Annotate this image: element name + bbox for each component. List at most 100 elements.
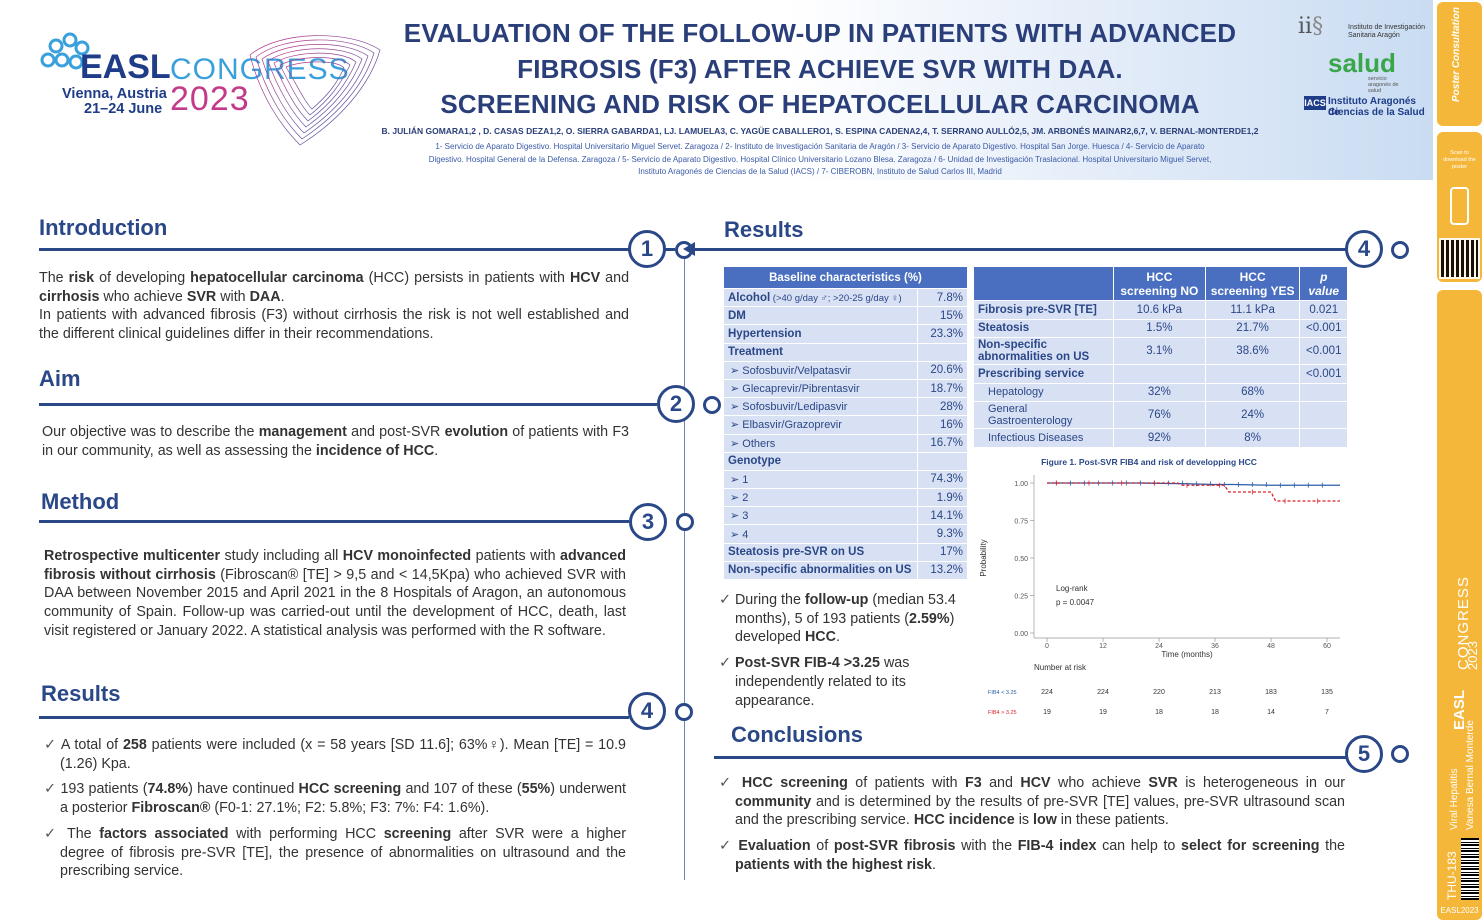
salud-subtext: servicio aragonés de salud — [1368, 76, 1399, 94]
cell-text: Genotype — [728, 455, 782, 468]
x-tick-label: 60 — [1323, 643, 1331, 650]
text: and is determined by the results of pre-… — [735, 793, 1345, 829]
column-divider — [684, 250, 685, 880]
text: who achieve — [99, 288, 187, 305]
iacs-mark: IACS — [1304, 96, 1326, 110]
table-cell-label: ➢ Others — [723, 433, 918, 453]
text: (Fibroscan® [TE] > 9,5 and < 14,5Kpa) wh… — [44, 566, 626, 639]
affiliation-line2: Digestivo. Hospital General de la Defens… — [428, 154, 1212, 164]
text: is — [1014, 812, 1033, 829]
text: Our objective was to describe the — [42, 424, 259, 440]
results-bullet-list: A total of 258 patients were included (x… — [44, 736, 626, 888]
section-ring-icon — [675, 703, 693, 721]
text: . — [434, 442, 439, 459]
text: The — [67, 825, 100, 842]
cell-text: Alcohol — [728, 291, 771, 304]
table-cell-value: 21.7% — [1204, 318, 1301, 338]
bold-text: Evaluation — [738, 838, 811, 855]
intro-text: The risk of developing hepatocellular ca… — [39, 269, 629, 344]
section-rule — [39, 403, 657, 406]
table-cell-label: Hepatology — [973, 382, 1114, 402]
congress-dates: 21–24 June — [84, 101, 163, 117]
iacs-logo-text-a: Instituto Aragonés de — [1328, 96, 1416, 118]
risk-value: 220 — [1153, 689, 1165, 696]
table-cell-value: 20.6% — [917, 360, 968, 380]
y-tick-label: 0.25 — [1014, 594, 1028, 601]
table-cell-value — [1299, 401, 1348, 429]
table-row: General Gastroenterology 76% 24% — [973, 401, 1348, 429]
results-bullet: The factors associated with performing H… — [44, 825, 626, 881]
bold-text: 74.8% — [147, 781, 189, 798]
poster-title-line3: SCREENING AND RISK OF HEPATOCELLULAR CAR… — [440, 89, 1200, 119]
conclusions-bullet-list: HCC screening of patients with F3 and HC… — [719, 774, 1345, 882]
bold-text: SVR — [1148, 775, 1178, 791]
risk-row-label: FIB4 < 3.25 — [988, 690, 1017, 696]
iacs-logo-text-b: Ciencias de la Salud — [1328, 107, 1425, 118]
table-cell-label: Infectious Diseases — [973, 428, 1114, 448]
sidebar-scan-panel[interactable]: Scan to download the poster — [1437, 132, 1482, 282]
table-row: Hypertension 23.3% — [723, 324, 968, 344]
method-text: Retrospective multicenter study includin… — [44, 547, 626, 641]
table-row: Prescribing service <0.001 — [973, 364, 1348, 384]
y-tick-label: 0.50 — [1014, 556, 1028, 563]
table-cell-value: 16.7% — [917, 433, 968, 453]
text: with — [216, 288, 250, 305]
cell-text: ➢ Sofosbuvir/Ledipasvir — [730, 401, 848, 414]
bold-text: F3 — [964, 775, 982, 791]
sidebar-year: 2023 — [1465, 641, 1480, 670]
text: . — [280, 288, 285, 305]
section-ring-icon — [703, 396, 721, 414]
table-header-cell: HCC screening YES — [1204, 266, 1301, 301]
salud-logo: salud servicio aragonés de salud — [1328, 48, 1418, 94]
table-header-cell: p value — [1299, 266, 1348, 301]
bold-text: community — [735, 793, 812, 810]
text: During the — [734, 592, 805, 608]
table-row: ➢ Others 16.7% — [723, 433, 968, 453]
table-header-cell: HCC screening NO — [1113, 266, 1206, 301]
bold-text: HCV — [1020, 775, 1051, 791]
bold-text: screening — [383, 825, 452, 842]
chart-annotation-a: Log-rank — [1056, 584, 1089, 593]
text: ) underwent a posterior — [60, 781, 627, 817]
results-right-bullet-list: During the follow-up (median 53.4 months… — [719, 591, 974, 717]
section-title-method: Method — [41, 489, 120, 514]
table-cell-label: ➢ 3 — [723, 506, 918, 526]
table-cell-label: Non-specific abnormalities on US — [973, 337, 1114, 365]
x-tick-label: 0 — [1045, 643, 1049, 650]
text: with the — [955, 838, 1018, 855]
table-cell-label: ➢ Sofosbuvir/Ledipasvir — [723, 397, 918, 417]
table-cell-value — [917, 451, 968, 471]
section-ring-icon — [676, 513, 694, 531]
baseline-characteristics-table: Baseline characteristics (%) Alcohol (>4… — [723, 266, 968, 581]
y-tick-label: 1.00 — [1014, 481, 1028, 488]
bold-text: Fibroscan® — [131, 800, 211, 817]
risk-value: 18 — [1211, 709, 1219, 716]
risk-value: 18 — [1155, 709, 1163, 716]
table-cell-value: 0.021 — [1299, 300, 1348, 320]
table-cell-value: 24% — [1204, 401, 1301, 429]
table-cell-value: 13.2% — [917, 560, 968, 581]
bold-text: patients with the highest risk — [735, 856, 933, 873]
table-cell-value — [1299, 382, 1348, 402]
x-tick-label: 24 — [1155, 643, 1163, 650]
bold-text: Retrospective multicenter — [44, 548, 221, 564]
cell-text: ➢ Elbasvir/Grazoprevir — [730, 419, 842, 432]
affiliation-line1: 1- Servicio de Aparato Digestivo. Hospit… — [435, 142, 1205, 151]
aim-text: Our objective was to describe the manage… — [42, 423, 629, 460]
cell-text: ➢ 4 — [730, 528, 749, 541]
bold-text: advanced fibrosis without cirrhosis — [44, 548, 626, 583]
table-cell-label: ➢ Glecaprevir/Pibrentasvir — [723, 378, 918, 399]
text: The — [39, 270, 69, 286]
text: in these patients. — [1056, 812, 1169, 829]
table-row: ➢ 1 74.3% — [723, 469, 968, 490]
table-cell-label: ➢ 2 — [723, 488, 918, 508]
text: and — [981, 775, 1021, 791]
qr-code-icon[interactable] — [1439, 238, 1480, 279]
table-cell-value: <0.001 — [1299, 337, 1348, 365]
table-row: Fibrosis pre-SVR [TE] 10.6 kPa 11.1 kPa 0.0… — [973, 300, 1348, 320]
bold-text: cirrhosis — [39, 288, 100, 305]
bold-text: 55% — [521, 781, 551, 798]
bold-text: HCC — [804, 629, 836, 646]
text: of patients with — [847, 775, 965, 791]
cell-text: ➢ 2 — [730, 492, 749, 505]
